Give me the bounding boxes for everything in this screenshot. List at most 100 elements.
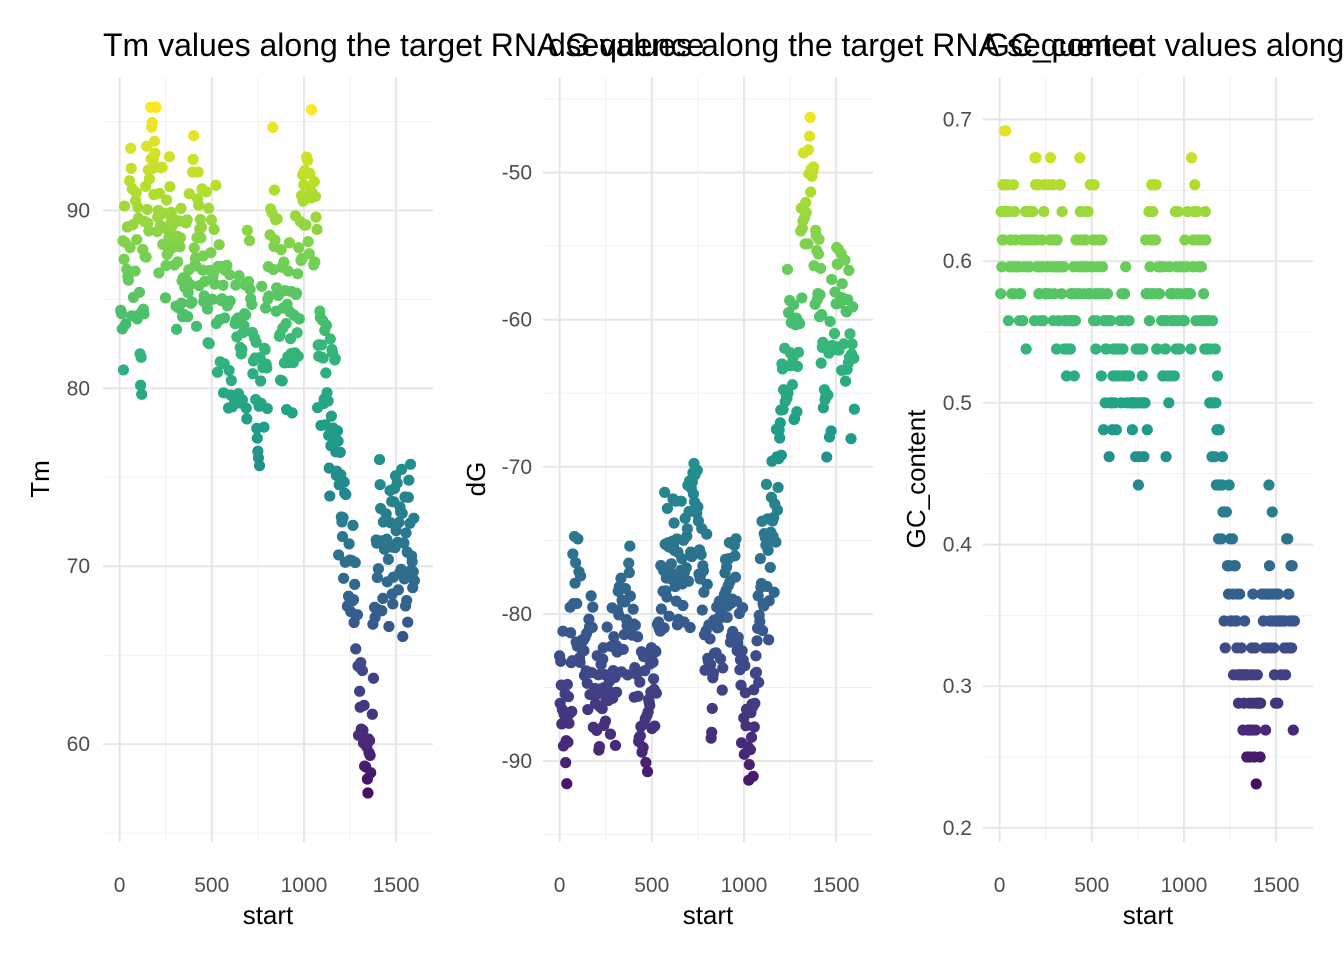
data-point <box>402 616 414 628</box>
data-point <box>1079 234 1091 246</box>
data-point <box>701 578 713 590</box>
data-point <box>753 676 765 689</box>
data-point <box>136 388 148 400</box>
data-point <box>225 374 237 387</box>
data-point <box>1147 205 1159 218</box>
data-point <box>624 540 636 552</box>
data-point <box>1250 778 1262 790</box>
data-point <box>324 333 336 345</box>
data-point <box>293 242 305 254</box>
data-point <box>275 244 287 256</box>
data-point <box>712 621 724 634</box>
data-point <box>217 279 229 291</box>
data-point <box>263 290 275 302</box>
data-point <box>175 297 188 309</box>
data-point <box>240 309 252 321</box>
data-point <box>190 320 203 332</box>
data-point <box>661 502 674 515</box>
data-point <box>1132 479 1145 491</box>
data-point <box>1050 343 1063 355</box>
data-point <box>1064 343 1076 355</box>
data-point <box>714 653 727 665</box>
y-tick-label: -80 <box>502 603 532 626</box>
data-point <box>377 592 389 605</box>
data-point <box>247 368 259 380</box>
data-point <box>1254 751 1266 763</box>
y-tick-label: 0.4 <box>943 534 973 557</box>
data-point <box>845 433 857 445</box>
data-point <box>1082 205 1094 218</box>
data-point <box>1150 179 1162 191</box>
data-point <box>1209 343 1221 355</box>
y-axis-title: Tm <box>25 460 55 498</box>
data-point <box>261 402 273 415</box>
data-point <box>634 730 646 742</box>
data-point <box>303 248 315 260</box>
data-point <box>1038 205 1050 218</box>
data-point <box>124 241 136 254</box>
data-point <box>1172 205 1184 218</box>
x-tick-label: 1000 <box>1161 874 1208 897</box>
data-point <box>208 223 220 236</box>
panel-2: 0 500 1000 1500 -90 -80 -70 -60 -50 start dG <box>461 77 873 930</box>
data-point <box>364 749 376 762</box>
data-point <box>351 609 364 621</box>
data-point <box>574 656 586 669</box>
data-point <box>803 130 816 142</box>
data-point <box>290 287 303 299</box>
data-point <box>658 622 670 634</box>
data-point <box>828 327 841 340</box>
data-point <box>182 311 194 323</box>
data-point <box>634 676 646 688</box>
data-point <box>258 421 270 433</box>
data-point <box>668 517 680 529</box>
data-point <box>1118 288 1131 300</box>
data-point <box>159 292 172 304</box>
data-point <box>750 650 762 662</box>
data-point <box>133 286 146 298</box>
data-point <box>343 538 355 550</box>
data-point <box>291 327 303 339</box>
data-point <box>597 653 609 665</box>
data-point <box>241 224 253 236</box>
data-point <box>772 481 784 494</box>
data-point <box>995 288 1007 300</box>
data-point <box>1199 205 1211 218</box>
data-point <box>172 256 184 268</box>
data-point <box>1260 724 1272 736</box>
data-point <box>365 767 377 779</box>
data-point <box>740 720 752 732</box>
plot-title-2: dG values along the target RNA sequence <box>548 27 1146 63</box>
data-point <box>1200 234 1212 246</box>
x-tick-label: 1500 <box>813 874 860 897</box>
data-point <box>805 186 817 198</box>
data-point <box>186 296 198 308</box>
data-point <box>302 235 314 248</box>
panel-1: 0 500 1000 1500 60 70 80 90 start Tm <box>25 77 433 930</box>
data-point <box>1095 370 1107 382</box>
data-point <box>206 293 219 306</box>
data-point <box>260 302 272 314</box>
data-point <box>704 633 716 645</box>
data-point <box>1151 343 1163 355</box>
data-point <box>745 731 758 743</box>
data-point <box>135 379 147 391</box>
data-point <box>650 687 662 699</box>
data-point <box>676 553 688 565</box>
data-point <box>1015 288 1027 300</box>
x-tick-label: 0 <box>114 874 126 897</box>
data-point <box>203 202 215 214</box>
data-point <box>744 744 757 756</box>
data-point <box>1211 370 1224 382</box>
data-point <box>164 181 176 193</box>
data-point <box>331 425 344 437</box>
data-point <box>143 173 156 185</box>
data-point <box>1030 152 1042 164</box>
data-point <box>821 451 833 463</box>
y-tick-label: -90 <box>502 750 532 773</box>
data-point <box>240 402 252 414</box>
data-point <box>1209 451 1221 463</box>
data-point <box>560 757 572 769</box>
data-point <box>224 295 236 307</box>
data-point <box>1215 533 1227 545</box>
